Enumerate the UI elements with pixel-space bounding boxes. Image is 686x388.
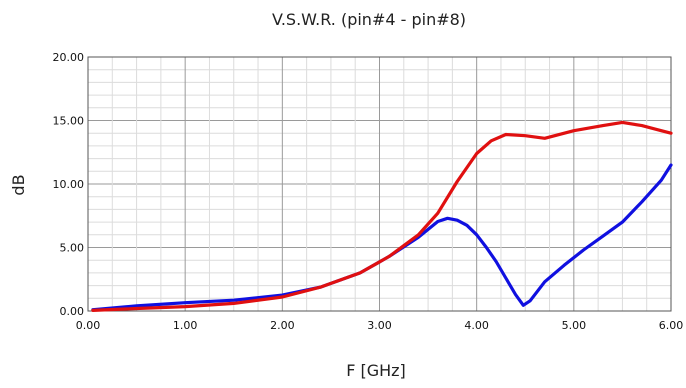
- y-axis-label: dB: [9, 174, 28, 195]
- grid: [87, 56, 672, 312]
- y-tick-label: 15.00: [53, 115, 85, 128]
- series-line-2: [91, 120, 673, 312]
- series-line-1: [91, 163, 673, 312]
- y-tick-label: 10.00: [53, 178, 85, 191]
- y-tick-label: 5.00: [60, 242, 85, 255]
- x-tick-label: 0.00: [76, 319, 101, 332]
- x-tick-label: 4.00: [464, 319, 489, 332]
- x-axis-label: F [GHz]: [346, 361, 406, 380]
- chart-title: V.S.W.R. (pin#4 - pin#8): [272, 10, 466, 29]
- x-tick-label: 6.00: [659, 319, 684, 332]
- x-tick-label: 3.00: [367, 319, 392, 332]
- x-tick-label: 5.00: [562, 319, 587, 332]
- x-tick-label: 2.00: [270, 319, 295, 332]
- tick-labels: 0.00 1.00 2.00 3.00 4.00 5.00 6.00 0.00 5.00 10.0…: [53, 51, 684, 332]
- plot-area: [87, 56, 672, 312]
- series-layer: [91, 120, 673, 312]
- y-tick-label: 0.00: [60, 305, 85, 318]
- y-tick-label: 20.00: [53, 51, 85, 64]
- x-tick-label: 1.00: [173, 319, 198, 332]
